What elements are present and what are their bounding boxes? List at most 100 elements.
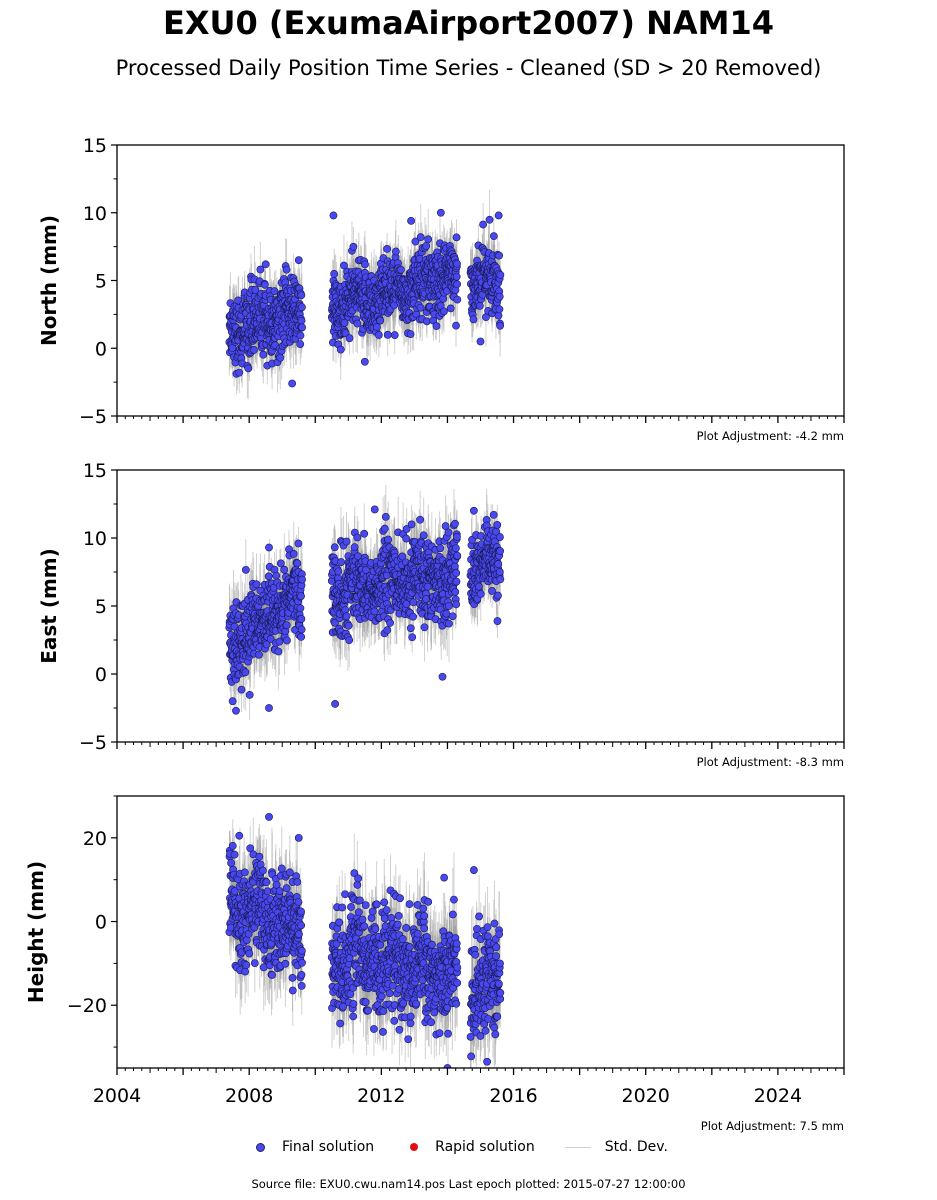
outlier-point (294, 256, 303, 265)
data-point (256, 265, 265, 274)
data-point (261, 280, 269, 289)
data-point (289, 550, 298, 558)
data-point (298, 323, 306, 332)
data-point (241, 668, 250, 677)
data-point (297, 316, 306, 325)
data-point (416, 515, 425, 524)
data-point (423, 582, 432, 591)
data-point (244, 364, 253, 373)
data-point (349, 242, 358, 251)
data-point (272, 571, 281, 580)
data-point (337, 558, 346, 566)
y-axis-label: North (mm) (37, 215, 61, 346)
data-point (444, 602, 453, 610)
data-point (276, 559, 285, 568)
plot-adjustment-note: Plot Adjustment: -4.2 mm (697, 429, 844, 443)
data-point (479, 220, 488, 229)
data-point (422, 595, 431, 603)
data-point (297, 592, 305, 601)
data-point (298, 575, 306, 584)
data-point (453, 280, 462, 289)
data-point (424, 235, 433, 244)
data-point (370, 607, 379, 616)
y-tick-label: 0 (95, 338, 107, 360)
data-point (450, 562, 459, 571)
outlier-point (476, 337, 485, 346)
data-point (494, 311, 503, 320)
data-point (451, 519, 459, 528)
data-point (452, 272, 461, 281)
data-point (409, 612, 417, 621)
chart-subtitle: Processed Daily Position Time Series - C… (115, 56, 822, 80)
y-tick-label: −5 (79, 406, 107, 428)
outlier-point (360, 357, 369, 366)
data-point (298, 303, 306, 312)
data-point (446, 304, 455, 313)
final-solution-points (225, 505, 505, 715)
data-point (386, 619, 394, 627)
data-point (495, 305, 504, 314)
data-point (297, 291, 306, 300)
data-point (237, 685, 246, 694)
data-point (255, 650, 263, 659)
data-point (453, 533, 461, 541)
data-point (441, 522, 450, 530)
data-point (420, 623, 429, 632)
data-point (336, 345, 345, 354)
data-point (342, 537, 351, 546)
outlier-point (436, 208, 445, 217)
data-point (451, 588, 460, 596)
data-point (353, 533, 362, 542)
data-point (383, 626, 392, 635)
data-point (340, 318, 349, 327)
data-point (340, 261, 348, 270)
data-point (373, 323, 381, 331)
data-point (296, 604, 305, 613)
data-point (452, 233, 461, 242)
data-point (262, 640, 271, 649)
data-point (270, 287, 279, 296)
data-point (252, 580, 261, 589)
data-layer (225, 485, 505, 721)
final-solution-points (225, 208, 505, 388)
data-point (452, 569, 461, 577)
data-point (275, 637, 284, 646)
data-point (452, 577, 461, 586)
outlier-point (261, 260, 270, 269)
data-point (451, 544, 460, 553)
data-point (283, 636, 291, 645)
data-point (444, 528, 453, 537)
data-point (391, 247, 400, 256)
data-point (402, 525, 411, 533)
data-point (398, 552, 407, 561)
data-point (251, 285, 260, 294)
data-point (416, 303, 425, 312)
data-point (282, 265, 291, 274)
data-point (282, 621, 291, 630)
data-point (406, 330, 415, 339)
data-point (453, 259, 461, 268)
data-point (376, 316, 385, 325)
data-point (406, 624, 415, 633)
data-point (361, 260, 369, 269)
data-point (274, 647, 283, 656)
outlier-point (494, 211, 503, 220)
data-point (250, 345, 258, 354)
data-point (436, 544, 445, 553)
data-point (276, 353, 285, 362)
data-point (453, 551, 462, 560)
data-point (360, 529, 369, 538)
outlier-point (288, 379, 297, 388)
outlier-point (329, 211, 338, 220)
panel-1: −5 0 5 10 15 North (mm) Plot Adjustment: -4.2 … (37, 135, 845, 443)
data-point (408, 633, 417, 642)
data-point (296, 331, 305, 340)
data-point (345, 334, 354, 343)
data-point (422, 242, 431, 250)
data-point (241, 565, 250, 574)
data-point (383, 244, 391, 253)
y-tick-label: 5 (95, 271, 107, 293)
data-point (485, 215, 494, 224)
data-point (419, 531, 428, 540)
